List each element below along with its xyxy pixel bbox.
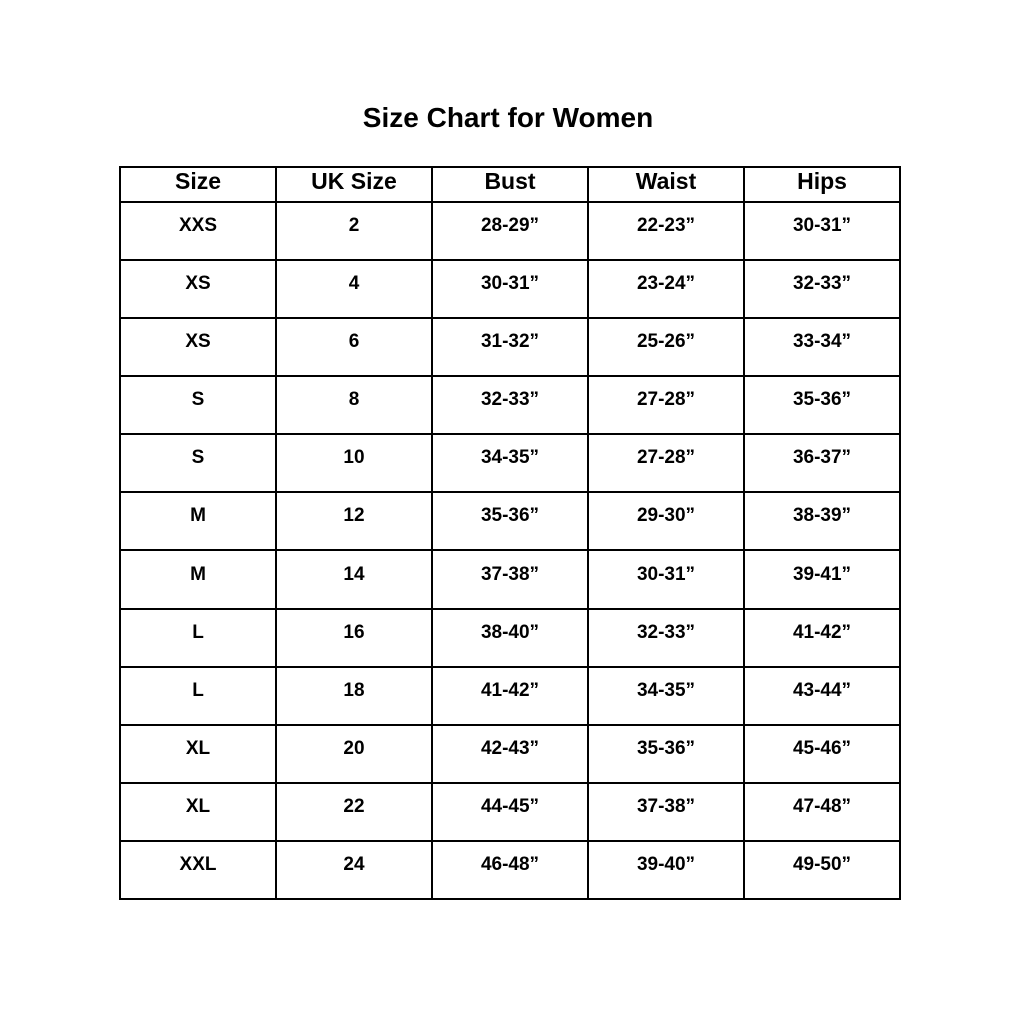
table-cell: 35-36” — [587, 723, 745, 784]
column-header: Size — [119, 166, 277, 203]
table-cell: 2 — [275, 200, 433, 262]
column-header: UK Size — [275, 166, 433, 203]
table-cell: 30-31” — [431, 259, 589, 320]
table-cell: 41-42” — [743, 607, 901, 668]
size-chart-table: Size UK Size Bust Waist Hips XXS 2 28-29” 22-23… — [119, 166, 901, 901]
table-cell: 25-26” — [587, 317, 745, 378]
table-cell: 44-45” — [431, 781, 589, 842]
table-row: XL 20 42-43” 35-36” 45-46” — [119, 723, 901, 784]
table-cell: 46-48” — [431, 839, 589, 901]
table-cell: 20 — [275, 723, 433, 784]
table-cell: 28-29” — [431, 200, 589, 262]
table-cell: 30-31” — [743, 200, 901, 262]
table-cell: S — [119, 375, 277, 436]
table-cell: 35-36” — [743, 375, 901, 436]
table-row: XL 22 44-45” 37-38” 47-48” — [119, 781, 901, 842]
table-cell: XL — [119, 723, 277, 784]
table-cell: 30-31” — [587, 549, 745, 610]
table-cell: 22 — [275, 781, 433, 842]
table-cell: XXS — [119, 200, 277, 262]
table-cell: 27-28” — [587, 375, 745, 436]
table-cell: XS — [119, 317, 277, 378]
table-cell: M — [119, 491, 277, 552]
table-cell: 32-33” — [743, 259, 901, 320]
table-cell: 39-40” — [587, 839, 745, 901]
table-cell: 45-46” — [743, 723, 901, 784]
table-cell: 22-23” — [587, 200, 745, 262]
table-cell: 34-35” — [587, 665, 745, 726]
table-cell: 4 — [275, 259, 433, 320]
table-cell: 16 — [275, 607, 433, 668]
table-row: XXL 24 46-48” 39-40” 49-50” — [119, 839, 901, 901]
table-cell: 32-33” — [431, 375, 589, 436]
table-cell: L — [119, 607, 277, 668]
table-row: XS 6 31-32” 25-26” 33-34” — [119, 317, 901, 378]
table-row: M 14 37-38” 30-31” 39-41” — [119, 549, 901, 610]
table-cell: 6 — [275, 317, 433, 378]
table-cell: 32-33” — [587, 607, 745, 668]
table-cell: 43-44” — [743, 665, 901, 726]
table-cell: 33-34” — [743, 317, 901, 378]
table-cell: 14 — [275, 549, 433, 610]
table-cell: 24 — [275, 839, 433, 901]
column-header: Hips — [743, 166, 901, 203]
table-row: S 10 34-35” 27-28” 36-37” — [119, 433, 901, 494]
table-cell: 12 — [275, 491, 433, 552]
table-row: L 18 41-42” 34-35” 43-44” — [119, 665, 901, 726]
table-cell: 49-50” — [743, 839, 901, 901]
table-cell: XXL — [119, 839, 277, 901]
table-cell: 42-43” — [431, 723, 589, 784]
table-cell: XS — [119, 259, 277, 320]
table-cell: 39-41” — [743, 549, 901, 610]
table-cell: 8 — [275, 375, 433, 436]
table-cell: 31-32” — [431, 317, 589, 378]
table-cell: L — [119, 665, 277, 726]
table-cell: 34-35” — [431, 433, 589, 494]
table-row: XXS 2 28-29” 22-23” 30-31” — [119, 200, 901, 262]
column-header: Waist — [587, 166, 745, 203]
table-body: XXS 2 28-29” 22-23” 30-31” XS 4 30-31” 23-24” 32-… — [119, 200, 901, 901]
table-cell: 37-38” — [431, 549, 589, 610]
table-cell: 47-48” — [743, 781, 901, 842]
header-row: Size UK Size Bust Waist Hips — [119, 166, 901, 203]
table-cell: 35-36” — [431, 491, 589, 552]
table-cell: 41-42” — [431, 665, 589, 726]
table-cell: 27-28” — [587, 433, 745, 494]
table-cell: 18 — [275, 665, 433, 726]
table-cell: 37-38” — [587, 781, 745, 842]
table-row: S 8 32-33” 27-28” 35-36” — [119, 375, 901, 436]
table-cell: M — [119, 549, 277, 610]
table-cell: XL — [119, 781, 277, 842]
table-row: XS 4 30-31” 23-24” 32-33” — [119, 259, 901, 320]
table-cell: 36-37” — [743, 433, 901, 494]
table-cell: 29-30” — [587, 491, 745, 552]
page-title: Size Chart for Women — [362, 102, 654, 133]
table-row: M 12 35-36” 29-30” 38-39” — [119, 491, 901, 552]
table-row: L 16 38-40” 32-33” 41-42” — [119, 607, 901, 668]
table-cell: S — [119, 433, 277, 494]
table-cell: 10 — [275, 433, 433, 494]
table-cell: 38-39” — [743, 491, 901, 552]
table-cell: 38-40” — [431, 607, 589, 668]
table-cell: 23-24” — [587, 259, 745, 320]
column-header: Bust — [431, 166, 589, 203]
